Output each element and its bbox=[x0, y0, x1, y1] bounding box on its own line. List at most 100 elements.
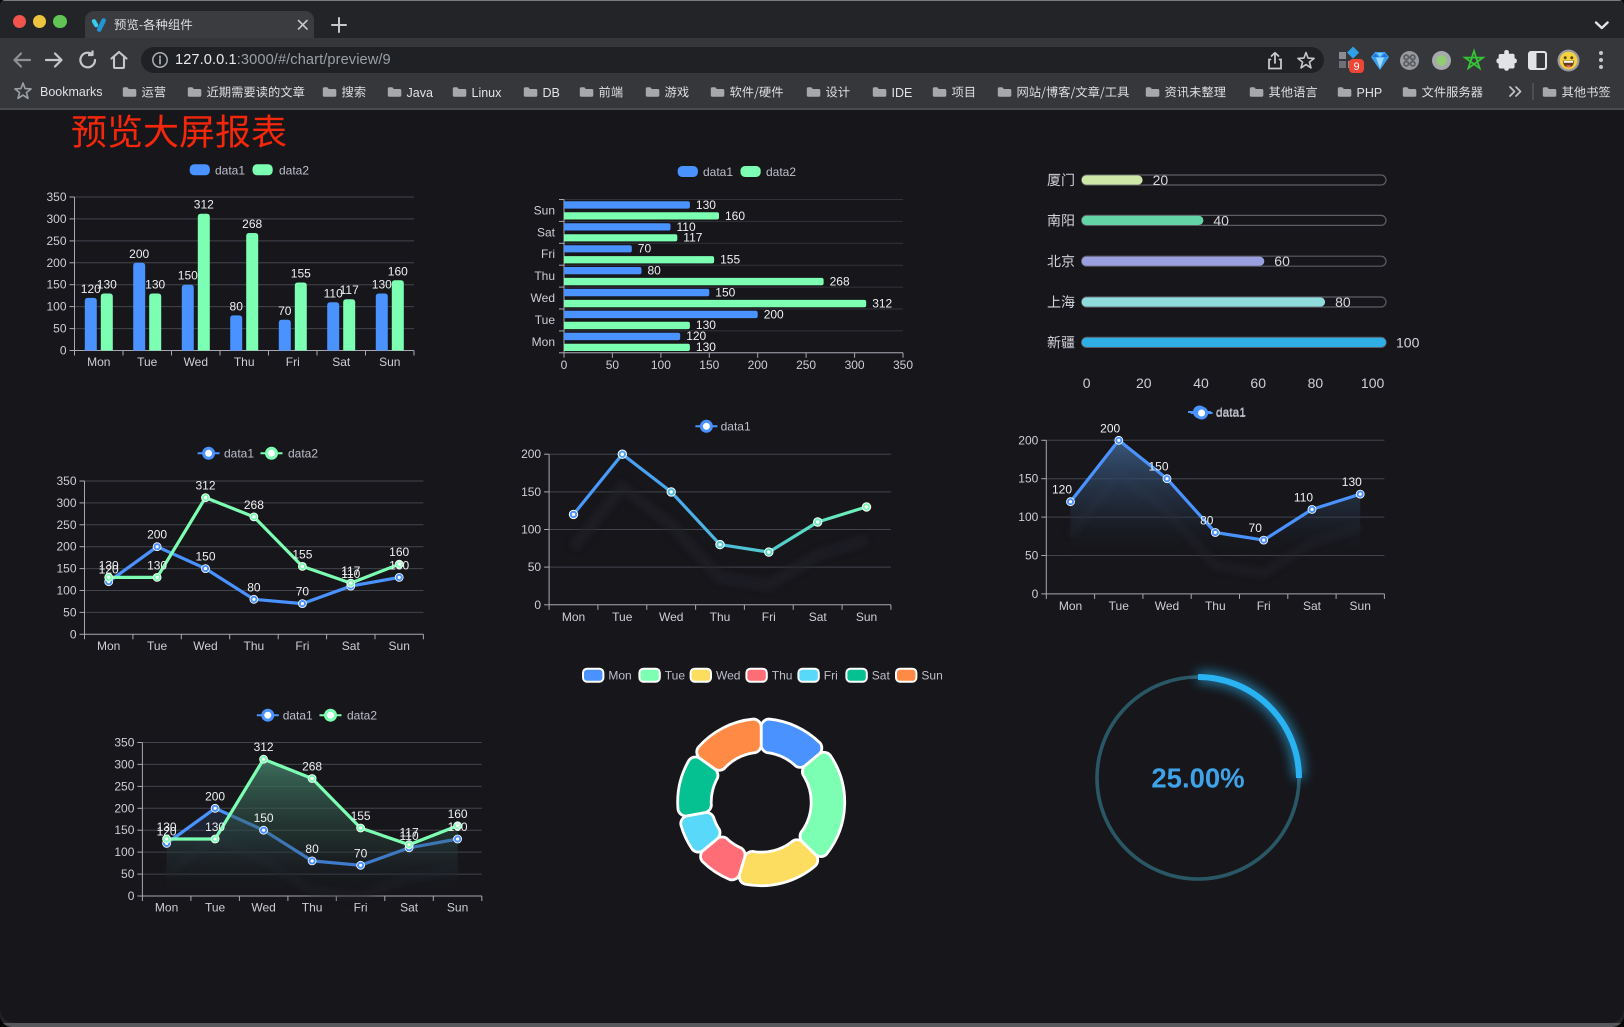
svg-text:160: 160 bbox=[448, 807, 468, 821]
svg-text:130: 130 bbox=[448, 820, 468, 834]
svg-text:Tue: Tue bbox=[137, 355, 158, 369]
svg-text:Tue: Tue bbox=[1109, 599, 1130, 613]
svg-text:100: 100 bbox=[651, 358, 671, 372]
svg-text:268: 268 bbox=[244, 498, 264, 512]
svg-text:Mon: Mon bbox=[1059, 599, 1082, 613]
svg-text:110: 110 bbox=[677, 220, 696, 234]
svg-text:data1: data1 bbox=[1216, 406, 1246, 420]
svg-text:200: 200 bbox=[764, 307, 784, 321]
svg-text:100: 100 bbox=[521, 523, 541, 537]
svg-text:350: 350 bbox=[56, 474, 76, 488]
svg-text:Sun: Sun bbox=[389, 639, 410, 653]
svg-text:155: 155 bbox=[720, 253, 740, 267]
svg-text:Mon: Mon bbox=[608, 669, 631, 683]
svg-text:60: 60 bbox=[1250, 375, 1266, 391]
svg-text:Sun: Sun bbox=[534, 203, 555, 217]
svg-text:50: 50 bbox=[606, 358, 620, 372]
svg-text:200: 200 bbox=[129, 247, 149, 261]
svg-text:Wed: Wed bbox=[1155, 599, 1179, 613]
svg-text:120: 120 bbox=[99, 563, 119, 577]
svg-text:130: 130 bbox=[696, 198, 716, 212]
svg-text:Sun: Sun bbox=[856, 610, 877, 624]
svg-text:80: 80 bbox=[648, 264, 662, 278]
svg-text:Sun: Sun bbox=[447, 901, 468, 915]
svg-text:25.00%: 25.00% bbox=[1151, 763, 1244, 794]
svg-text:130: 130 bbox=[147, 558, 167, 572]
svg-text:data1: data1 bbox=[215, 163, 245, 177]
svg-text:117: 117 bbox=[683, 231, 702, 245]
svg-text:200: 200 bbox=[56, 540, 76, 554]
svg-text:200: 200 bbox=[1100, 421, 1120, 435]
svg-text:Sun: Sun bbox=[379, 355, 400, 369]
svg-text:110: 110 bbox=[341, 567, 360, 581]
svg-text:Sun: Sun bbox=[921, 669, 942, 683]
svg-text:100: 100 bbox=[114, 845, 134, 859]
svg-text:130: 130 bbox=[97, 278, 117, 292]
svg-text:200: 200 bbox=[114, 801, 134, 815]
svg-text:100: 100 bbox=[1396, 334, 1420, 350]
svg-text:268: 268 bbox=[830, 274, 850, 288]
svg-text:Thu: Thu bbox=[772, 669, 793, 683]
svg-text:data1: data1 bbox=[283, 708, 313, 722]
svg-text:50: 50 bbox=[63, 605, 77, 619]
svg-text:0: 0 bbox=[60, 344, 67, 358]
svg-text:data1: data1 bbox=[721, 420, 751, 434]
svg-text:155: 155 bbox=[291, 267, 311, 281]
svg-text:120: 120 bbox=[157, 824, 177, 838]
svg-text:50: 50 bbox=[53, 322, 67, 336]
svg-text:Fri: Fri bbox=[295, 639, 309, 653]
svg-text:150: 150 bbox=[521, 485, 541, 499]
svg-text:155: 155 bbox=[351, 809, 371, 823]
svg-text:160: 160 bbox=[725, 209, 745, 223]
svg-text:250: 250 bbox=[114, 779, 134, 793]
svg-text:0: 0 bbox=[1032, 587, 1039, 601]
svg-text:150: 150 bbox=[699, 358, 719, 372]
svg-text:0: 0 bbox=[70, 627, 77, 641]
svg-text:200: 200 bbox=[46, 256, 66, 270]
svg-text:50: 50 bbox=[1025, 549, 1039, 563]
svg-text:117: 117 bbox=[341, 564, 360, 578]
svg-text:50: 50 bbox=[121, 867, 135, 881]
svg-text:150: 150 bbox=[715, 285, 735, 299]
svg-text:160: 160 bbox=[388, 264, 408, 278]
svg-text:250: 250 bbox=[46, 234, 66, 248]
svg-text:100: 100 bbox=[1361, 375, 1385, 391]
svg-text:350: 350 bbox=[893, 358, 913, 372]
svg-text:130: 130 bbox=[696, 340, 716, 354]
svg-text:350: 350 bbox=[114, 736, 134, 750]
svg-text:Fri: Fri bbox=[1257, 599, 1271, 613]
svg-text:80: 80 bbox=[230, 299, 244, 313]
svg-text:Sat: Sat bbox=[872, 669, 891, 683]
svg-text:data1: data1 bbox=[703, 165, 733, 179]
svg-text:80: 80 bbox=[1308, 375, 1324, 391]
svg-text:40: 40 bbox=[1213, 212, 1229, 228]
svg-text:data2: data2 bbox=[347, 708, 377, 722]
svg-text:200: 200 bbox=[147, 528, 167, 542]
svg-text:Wed: Wed bbox=[251, 901, 275, 915]
svg-text:130: 130 bbox=[1342, 475, 1362, 489]
svg-text:Thu: Thu bbox=[534, 269, 555, 283]
svg-text:Tue: Tue bbox=[205, 901, 226, 915]
svg-text:150: 150 bbox=[1018, 472, 1038, 486]
svg-text:120: 120 bbox=[686, 329, 706, 343]
svg-text:Thu: Thu bbox=[244, 639, 265, 653]
svg-text:100: 100 bbox=[1018, 510, 1038, 524]
svg-text:130: 130 bbox=[145, 278, 165, 292]
svg-text:155: 155 bbox=[292, 547, 312, 561]
svg-text:data2: data2 bbox=[279, 163, 309, 177]
svg-text:150: 150 bbox=[254, 811, 274, 825]
svg-text:data1: data1 bbox=[224, 447, 254, 461]
svg-text:268: 268 bbox=[242, 217, 262, 231]
svg-text:data2: data2 bbox=[288, 447, 318, 461]
svg-text:0: 0 bbox=[1083, 375, 1091, 391]
svg-text:60: 60 bbox=[1274, 253, 1290, 269]
svg-text:150: 150 bbox=[195, 550, 215, 564]
svg-text:data2: data2 bbox=[766, 165, 796, 179]
svg-text:Thu: Thu bbox=[302, 901, 323, 915]
svg-text:Fri: Fri bbox=[824, 669, 838, 683]
svg-text:110: 110 bbox=[400, 829, 419, 843]
svg-text:250: 250 bbox=[56, 518, 76, 532]
svg-text:130: 130 bbox=[372, 278, 392, 292]
svg-text:20: 20 bbox=[1153, 172, 1169, 188]
svg-text:Thu: Thu bbox=[234, 355, 255, 369]
